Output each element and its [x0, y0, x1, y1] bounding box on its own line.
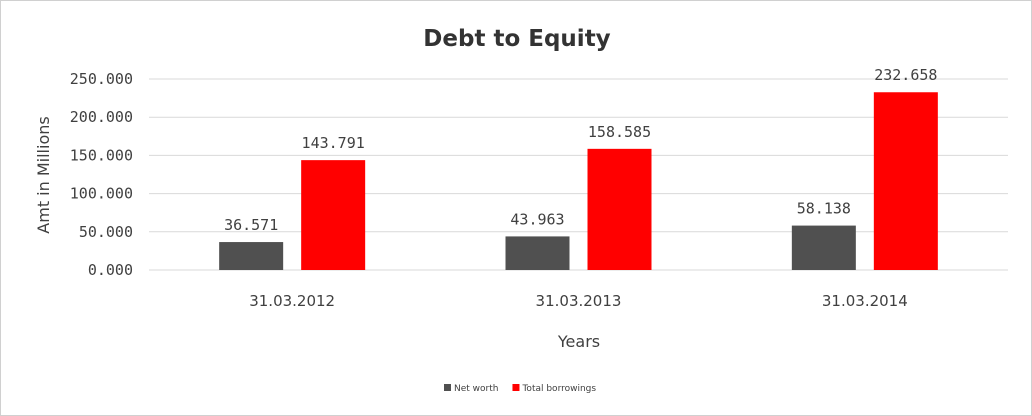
y-tick-label: 100.000 [70, 185, 133, 203]
data-label: 232.658 [874, 66, 937, 84]
y-tick-label: 200.000 [70, 108, 133, 126]
x-category-label: 31.03.2013 [536, 292, 622, 310]
data-label: 158.585 [588, 123, 651, 141]
y-tick-label: 150.000 [70, 146, 133, 164]
data-label: 143.791 [302, 134, 365, 152]
gridlines [149, 78, 1008, 271]
data-label: 36.571 [224, 216, 278, 234]
bar [587, 148, 652, 270]
x-axis-category-labels: 31.03.2012 31.03.2013 31.03.2014 [249, 292, 908, 310]
legend: Net worth Total borrowings [444, 384, 596, 394]
legend-swatch [512, 384, 520, 391]
data-labels: 36.571 143.791 43.963 158.585 58.138 232.658 [224, 66, 937, 234]
legend-label: Total borrowings [521, 384, 596, 394]
chart-title: Debt to Equity [423, 26, 610, 52]
legend-label: Net worth [454, 384, 498, 394]
data-label: 43.963 [510, 210, 564, 228]
bar [873, 92, 938, 270]
bar [505, 236, 570, 270]
bar [301, 160, 366, 270]
x-category-label: 31.03.2012 [249, 292, 335, 310]
y-tick-label: 50.000 [79, 223, 133, 241]
x-axis-title: Years [557, 332, 600, 351]
legend-swatch [444, 384, 451, 391]
x-category-label: 31.03.2014 [822, 292, 908, 310]
bars [219, 92, 938, 270]
data-label: 58.138 [797, 200, 851, 218]
y-tick-label: 0.000 [88, 261, 133, 279]
y-axis-tick-labels: 0.000 50.000 100.000 150.000 200.000 250.000 [70, 70, 133, 279]
bar [791, 225, 856, 270]
y-axis-title: Amt in Millions [34, 116, 53, 233]
bar [219, 242, 284, 270]
y-tick-label: 250.000 [70, 70, 133, 88]
